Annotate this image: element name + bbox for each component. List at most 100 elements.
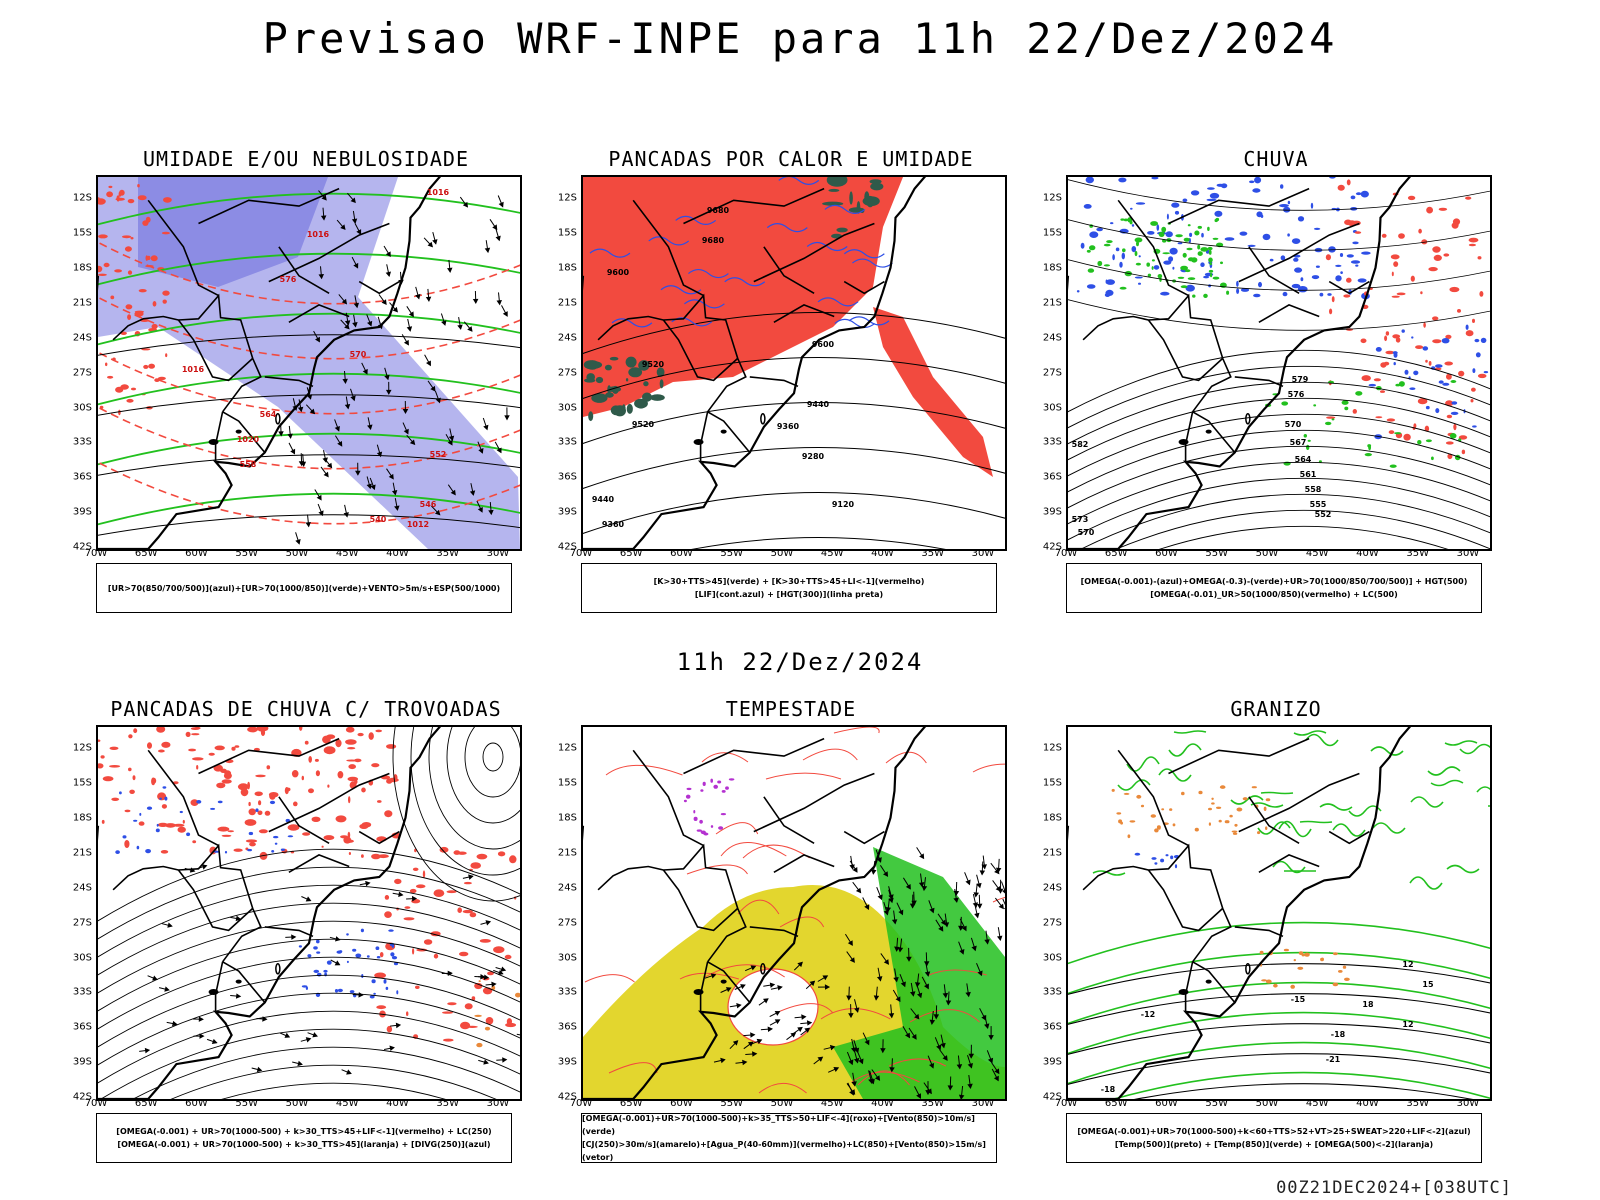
- temp850-line: [1260, 791, 1294, 795]
- panel-title: PANCADAS POR CALOR E UMIDADE: [608, 147, 974, 171]
- coastline: [98, 177, 442, 549]
- green-fill-north-cell: [822, 201, 844, 206]
- blue-fill-cell: [390, 952, 395, 957]
- lat-tick-label: 15S: [1042, 777, 1062, 789]
- blue-fill-cell: [1313, 227, 1321, 230]
- political-border: [1234, 926, 1284, 938]
- blue-fill-band-cell: [1404, 369, 1409, 375]
- red-fill-cell: [361, 854, 364, 858]
- lat-axis: 12S 15S 18S 21S 24S 27S 30S 33S 36S 39S 42S: [541, 725, 581, 1103]
- wind-arrowhead: [365, 880, 371, 887]
- wind-arrowhead: [976, 903, 983, 909]
- red-fill: [1325, 179, 1487, 460]
- green-fill-cell: [1208, 249, 1212, 255]
- basemap: [98, 727, 442, 1099]
- red-contour-blobs-cell: [130, 237, 134, 240]
- contour-label: 1016: [427, 188, 450, 197]
- green-fill-cell: [1087, 268, 1095, 273]
- green-fill-band-cell: [1367, 444, 1372, 448]
- temp850-line: [1459, 743, 1490, 755]
- wind-arrowhead: [340, 224, 346, 230]
- blue-fill-cell: [1300, 277, 1304, 282]
- pw-line: [765, 772, 842, 780]
- lat-tick-label: 27S: [1042, 367, 1062, 379]
- pw-line: [605, 764, 683, 776]
- wind-arrowhead: [353, 302, 360, 309]
- blue-fill-cell: [1112, 254, 1115, 261]
- wind-arrowhead: [897, 947, 904, 953]
- red-fill-cell: [1465, 196, 1472, 200]
- lagoon: [275, 963, 281, 975]
- wind-arrowhead: [883, 959, 890, 965]
- wind-arrowhead: [235, 915, 242, 922]
- green-fill-cell: [1163, 230, 1166, 233]
- red-fill-cell: [1373, 378, 1381, 382]
- wind-arrowhead: [971, 945, 977, 952]
- wind-arrowhead: [211, 1038, 218, 1045]
- red-contour-blobs-cell: [127, 314, 132, 320]
- lon-tick-label: 65W: [134, 548, 158, 559]
- contour-label: 570: [1285, 420, 1302, 429]
- contour-label: -18: [1331, 1030, 1346, 1039]
- lat-tick-label: 18S: [557, 262, 577, 274]
- blue-fill-cell: [385, 986, 389, 990]
- basemap: [98, 177, 442, 549]
- wind-arrowhead: [994, 1068, 1000, 1075]
- pw-line: [701, 752, 749, 763]
- orange-fill-cell: [1118, 819, 1123, 824]
- lon-tick-label: 40W: [1356, 548, 1379, 559]
- lon-tick-label: 30W: [971, 1098, 995, 1109]
- wind-arrowhead: [822, 975, 829, 981]
- panel-trovoadas: PANCADAS DE CHUVA C/ TROVOADAS 12S 15S 18S…: [56, 697, 556, 1187]
- red-fill-cell: [156, 727, 166, 733]
- streamlines-line: [100, 1028, 520, 1099]
- lat-tick-label: 15S: [72, 777, 92, 789]
- orange-fill-cell: [1216, 806, 1222, 809]
- orange-fill-front-cell: [1265, 979, 1272, 984]
- thickness-contours-line: [98, 351, 520, 415]
- red-fill-front-cell: [464, 1003, 473, 1010]
- lif-line: [852, 258, 893, 268]
- lat-tick-label: 33S: [72, 986, 92, 998]
- blue-fill-cell: [1151, 857, 1157, 860]
- blue-fill-cell: [1121, 252, 1125, 260]
- wind-arrowhead: [367, 424, 373, 431]
- wind-arrowhead: [346, 1069, 352, 1075]
- temp850-line: [1444, 740, 1478, 746]
- wind-arrowhead: [756, 1038, 763, 1045]
- political-border: [1248, 246, 1300, 294]
- wind-arrowhead: [967, 1083, 973, 1090]
- height-contours-line: [583, 357, 1005, 400]
- lon-tick-label: 70W: [1054, 548, 1078, 559]
- wind-arrowhead: [938, 925, 944, 932]
- red-fill-cell: [1477, 373, 1487, 379]
- contour-label: 9520: [632, 420, 655, 429]
- wind-arrowhead: [297, 406, 304, 413]
- legend-line-1: [OMEGA(-0.001)+UR>70(1000-500)+k<60+TTS>…: [1077, 1127, 1471, 1136]
- red-contour-blobs-cell: [98, 197, 100, 201]
- blue-fill-cell: [301, 985, 308, 988]
- purple-fill-cell: [686, 787, 692, 791]
- wind-arrowhead: [880, 1048, 886, 1054]
- lon-tick-label: 30W: [971, 548, 995, 559]
- lon-tick-label: 45W: [820, 548, 844, 559]
- political-border: [278, 246, 330, 294]
- wind-arrowhead: [900, 981, 906, 988]
- wind-arrowhead: [965, 991, 971, 998]
- blue-fill-cell: [1282, 291, 1288, 297]
- red-fill-cell: [1407, 195, 1416, 201]
- red-fill-cell: [224, 770, 232, 777]
- orange-fill-cell: [1234, 823, 1238, 827]
- blue-fill-cell: [1346, 254, 1354, 258]
- green-fill-cell: [585, 360, 600, 370]
- green-fill-cell: [604, 364, 612, 371]
- lon-tick-label: 60W: [185, 548, 208, 559]
- red-fill-cell: [368, 732, 374, 740]
- wind-arrowhead: [959, 949, 965, 955]
- blue-fill-cell: [1080, 242, 1085, 249]
- red-fill-cell: [248, 808, 256, 816]
- legend-box: [OMEGA(-0.001)-(azul)+OMEGA(-0.3)-(verde…: [1066, 563, 1482, 613]
- blue-fill-cell: [1294, 267, 1303, 273]
- red-fill-front-cell: [471, 996, 476, 1001]
- green-fill-cell: [626, 403, 633, 414]
